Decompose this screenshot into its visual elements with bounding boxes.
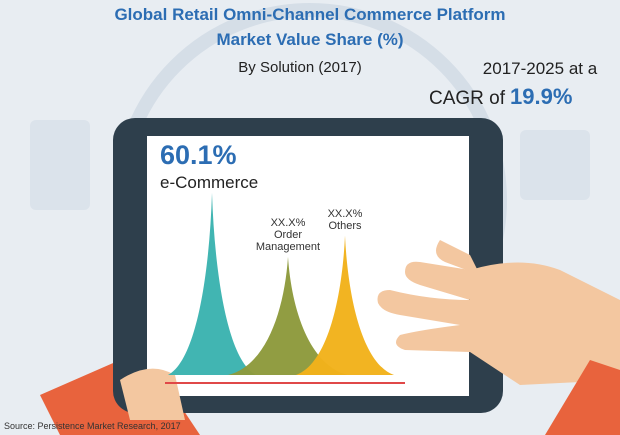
right-sleeve (545, 360, 620, 435)
peak (228, 256, 348, 375)
cagr-period: 2017-2025 at a (483, 59, 598, 78)
chart-title: Global Retail Omni-Channel Commerce Plat… (114, 5, 505, 49)
value-label: XX.X% (270, 216, 306, 229)
category-label: e-Commerce (160, 173, 259, 192)
cagr-value: 19.9% (510, 84, 572, 109)
peaks (168, 192, 394, 375)
title-line: Market Value Share (%) (216, 30, 403, 49)
bg-device (30, 120, 90, 210)
right-finger (436, 240, 480, 275)
chart-subtitle: By Solution (2017) (238, 59, 361, 76)
category-label: Others (328, 219, 362, 232)
right-hand (377, 261, 620, 385)
peak (168, 192, 256, 375)
source: Source: Persistence Market Research, 201… (4, 421, 181, 431)
left-hand (120, 368, 185, 420)
value-label: 60.1% (160, 140, 237, 170)
category-label: Order Management (255, 228, 321, 253)
peak (296, 235, 394, 375)
cagr-prefix: CAGR of (429, 88, 506, 109)
value-label: XX.X% (327, 207, 363, 220)
title-line: Global Retail Omni-Channel Commerce Plat… (114, 5, 505, 24)
bg-store (520, 130, 590, 200)
